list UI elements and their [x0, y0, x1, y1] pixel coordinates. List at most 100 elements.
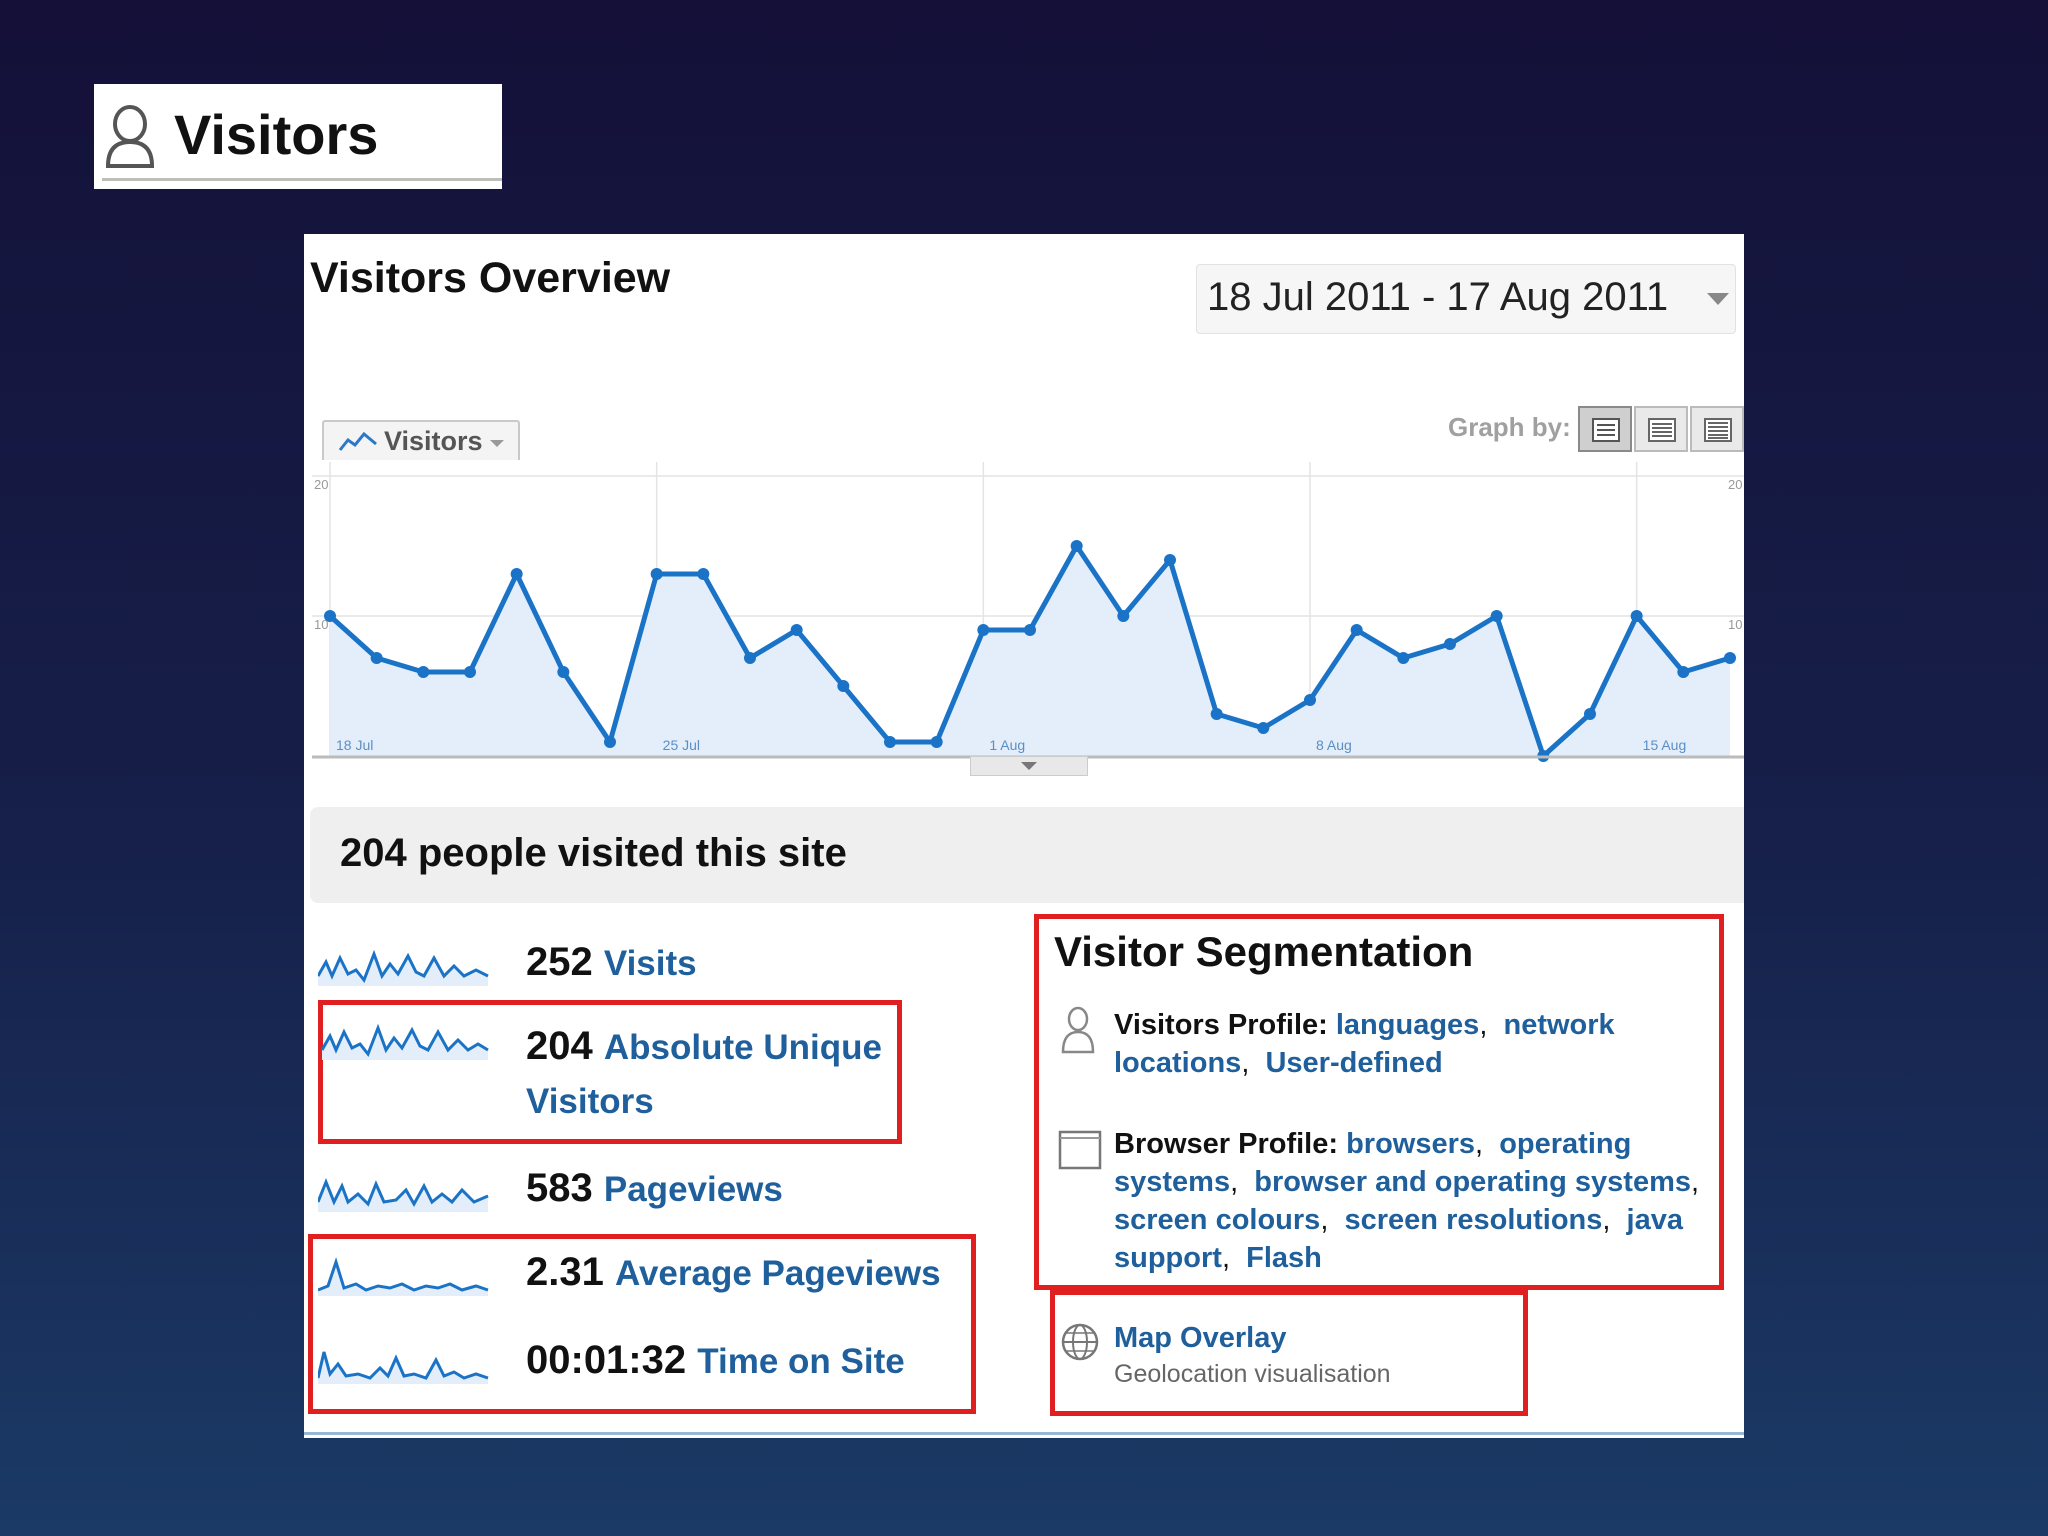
chevron-down-icon [1021, 762, 1037, 770]
page-title: Visitors Overview [310, 254, 671, 302]
date-range-picker[interactable]: 18 Jul 2011 - 17 Aug 2011 [1196, 264, 1736, 334]
week-view-icon [1648, 418, 1676, 442]
metric-value: 00:01:32 [526, 1338, 687, 1382]
metric-value: 2.31 [526, 1250, 604, 1294]
sparkline-icon [316, 1172, 490, 1217]
collapse-chart-handle[interactable] [970, 756, 1088, 776]
visits-link[interactable]: Visits [603, 944, 697, 983]
segmentation-title: Visitor Segmentation [1054, 928, 1474, 975]
flash-link[interactable]: Flash [1246, 1242, 1322, 1274]
divider [304, 1432, 1744, 1435]
person-outline-icon [102, 104, 158, 173]
graph-metric-label: Visitors [384, 426, 483, 456]
graph-by-week-button[interactable] [1634, 406, 1688, 452]
divider [102, 178, 502, 181]
screen-colours-link[interactable]: screen colours [1114, 1204, 1321, 1236]
data-point [324, 610, 336, 622]
visitors-line-chart: 20 10 20 10 18 Jul 25 Jul 1 Aug 8 Aug 15 Aug [304, 462, 1744, 762]
x-tick-label: 18 Jul [336, 737, 373, 753]
operating-systems-link[interactable]: operating systems [1114, 1128, 1632, 1198]
user-defined-link[interactable]: User-defined [1265, 1047, 1443, 1079]
unique-visitors-link-line2[interactable]: Visitors [526, 1082, 654, 1121]
data-point [1304, 694, 1316, 706]
metric-average-pageviews: 2.31 Average Pageviews [317, 1248, 1018, 1308]
chevron-down-icon [490, 440, 504, 447]
unique-visitors-link-line1[interactable]: Absolute Unique [603, 1028, 882, 1067]
x-tick-label: 25 Jul [663, 737, 700, 753]
sparkline-icon [316, 1344, 490, 1389]
y-tick-label-left: 20 [314, 477, 328, 492]
x-tick-label: 8 Aug [1316, 737, 1352, 753]
data-point [1164, 554, 1176, 566]
data-point [697, 568, 710, 580]
map-overlay-subtitle: Geolocation visualisation [1114, 1360, 1391, 1388]
data-point [464, 666, 476, 678]
data-point [1257, 722, 1270, 734]
metric-pageviews: 583 Pageviews [316, 1160, 1018, 1220]
metric-time-on-site: 00:01:32 Time on Site [316, 1336, 1018, 1396]
highlight-box [318, 1000, 902, 1144]
data-point [790, 624, 803, 636]
summary-headline: 204 people visited this site [340, 831, 847, 875]
report-panel: Visitors Overview 18 Jul 2011 - 17 Aug 2… [304, 234, 1744, 1438]
metric-value-row: 00:01:32 Time on Site [526, 1338, 905, 1383]
metric-visits: 252 Visits [316, 932, 1018, 992]
browser-window-icon [1058, 1130, 1102, 1175]
average-pageviews-link[interactable]: Average Pageviews [614, 1254, 941, 1293]
data-point [744, 652, 756, 664]
highlight-box [1034, 914, 1724, 1290]
data-point [1350, 624, 1363, 636]
metric-value-row: 252 Visits [526, 940, 697, 985]
data-point [930, 736, 943, 748]
data-point [650, 568, 663, 580]
data-point [1444, 638, 1456, 650]
data-point [977, 624, 990, 636]
metric-value-row: 583 Pageviews [526, 1166, 783, 1211]
data-point [1070, 540, 1083, 552]
graph-by-day-button[interactable] [1578, 406, 1632, 452]
browsers-link[interactable]: browsers [1346, 1128, 1476, 1160]
browser-profile-block: Browser Profile: browsers, operating sys… [1114, 1128, 1700, 1274]
graph-by-month-button[interactable] [1690, 406, 1744, 452]
metric-value-row: 2.31 Average Pageviews [526, 1250, 941, 1295]
metric-value: 252 [526, 940, 593, 984]
data-point [1490, 610, 1503, 622]
visitors-profile-block: Visitors Profile: languages, network loc… [1114, 1009, 1615, 1079]
time-on-site-link[interactable]: Time on Site [697, 1342, 905, 1381]
java-support-link[interactable]: java support [1114, 1204, 1683, 1274]
data-point [1397, 652, 1410, 664]
metric-value: 204 [526, 1024, 593, 1068]
languages-link[interactable]: languages [1335, 1009, 1480, 1041]
visitors-profile-label: Visitors Profile: [1114, 1009, 1328, 1041]
globe-icon [1060, 1322, 1100, 1367]
metric-value: 583 [526, 1166, 593, 1210]
data-point [1724, 652, 1736, 664]
sparkline-icon [318, 1020, 490, 1065]
graph-metric-dropdown[interactable]: Visitors [322, 420, 520, 460]
data-point [1210, 708, 1223, 720]
screen-resolutions-link[interactable]: screen resolutions [1344, 1204, 1603, 1236]
browser-and-os-link[interactable]: browser and operating systems [1254, 1166, 1692, 1198]
data-point [884, 736, 896, 748]
data-point [510, 568, 523, 580]
data-point [837, 680, 850, 692]
date-range-value: 18 Jul 2011 - 17 Aug 2011 [1207, 275, 1669, 319]
month-view-icon [1704, 418, 1732, 442]
section-badge: Visitors [94, 84, 502, 189]
map-overlay-link[interactable]: Map Overlay [1114, 1322, 1287, 1354]
network-locations-link[interactable]: network locations [1114, 1009, 1615, 1079]
y-tick-label-right: 10 [1728, 617, 1742, 632]
metric-unique-visitors: 204 Absolute Unique Visitors [318, 1020, 1018, 1130]
data-point [557, 666, 570, 678]
data-point [1677, 666, 1690, 678]
sparkline-icon [317, 1256, 490, 1301]
highlight-box [308, 1234, 976, 1414]
data-point [370, 652, 383, 664]
graph-by-label: Graph by: [1448, 412, 1571, 442]
data-point [604, 736, 616, 748]
x-tick-label: 15 Aug [1643, 737, 1687, 753]
pageviews-link[interactable]: Pageviews [603, 1170, 783, 1209]
sparkline-icon [316, 946, 490, 991]
day-view-icon [1592, 418, 1620, 442]
data-point [417, 666, 430, 678]
